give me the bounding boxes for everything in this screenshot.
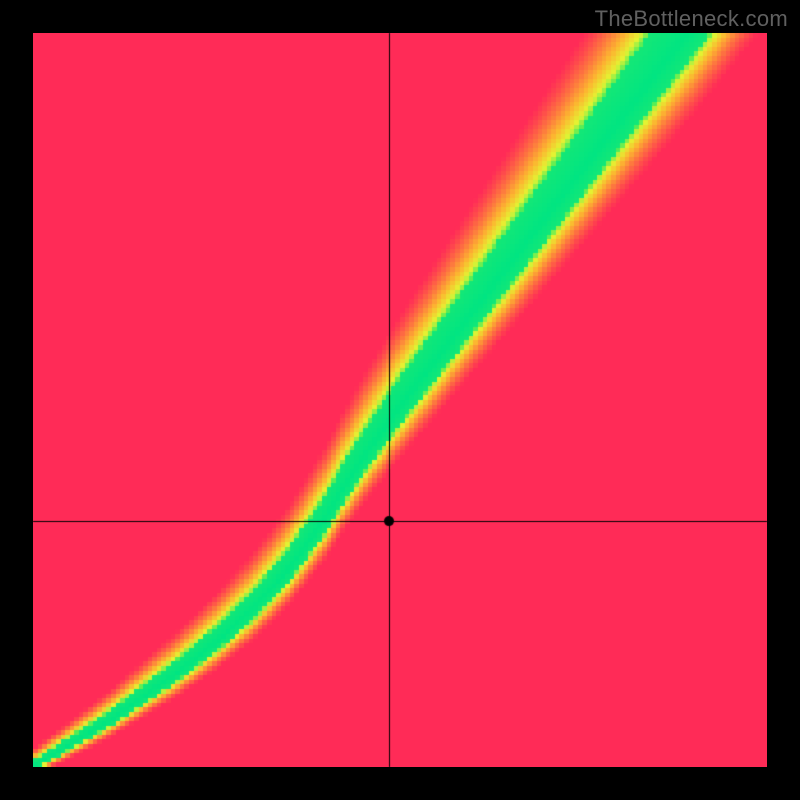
heatmap-canvas (33, 33, 767, 767)
chart-container: TheBottleneck.com (0, 0, 800, 800)
watermark-text: TheBottleneck.com (595, 6, 788, 32)
